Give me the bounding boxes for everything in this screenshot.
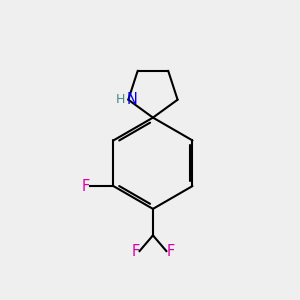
Text: F: F [131, 244, 140, 259]
Text: H: H [116, 93, 125, 106]
Text: N: N [126, 92, 137, 107]
Text: F: F [82, 178, 90, 194]
Text: F: F [166, 244, 175, 259]
